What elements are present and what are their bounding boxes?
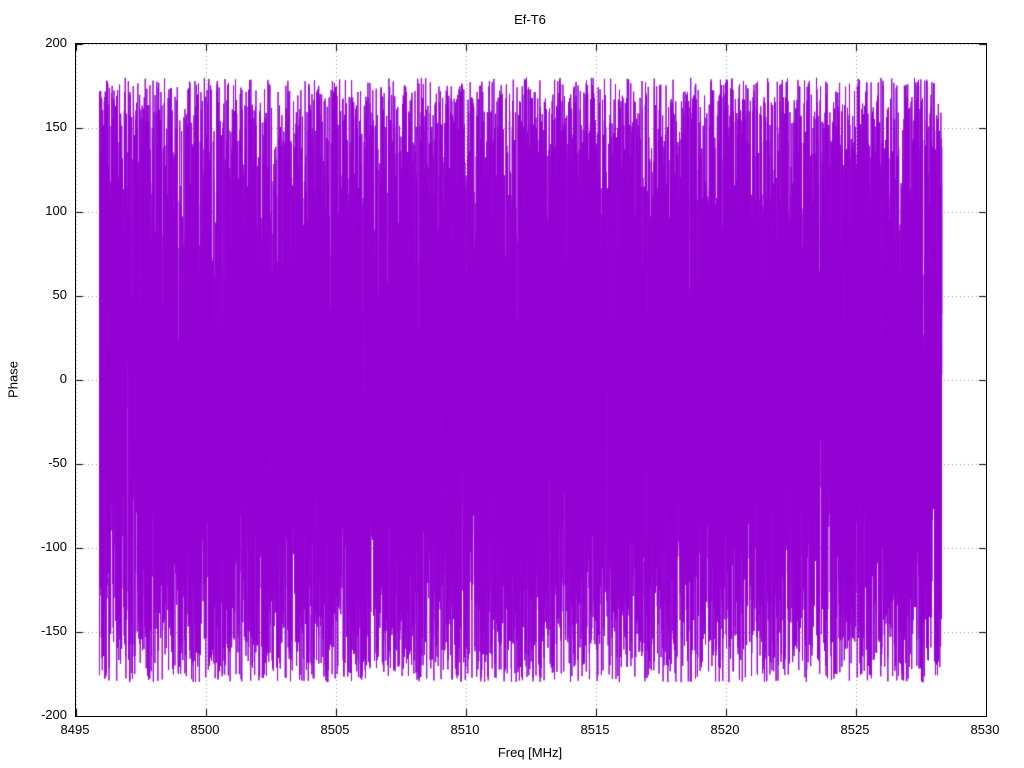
y-tick-label: 0 <box>59 371 67 386</box>
x-tick-label: 8510 <box>450 722 480 737</box>
y-tick-label: 50 <box>52 287 67 302</box>
plot-area <box>75 43 987 717</box>
x-axis-label: Freq [MHz] <box>497 745 563 760</box>
y-tick-label: -200 <box>40 707 67 722</box>
y-tick-label: 200 <box>45 35 67 50</box>
chart-title: Ef-T6 <box>514 12 546 27</box>
x-tick-label: 8495 <box>60 722 90 737</box>
x-tick-label: 8505 <box>320 722 350 737</box>
y-axis-label: Phase <box>5 361 21 398</box>
y-tick-label: 100 <box>45 203 67 218</box>
x-tick-label: 8500 <box>190 722 220 737</box>
x-tick-label: 8525 <box>840 722 870 737</box>
x-tick-label: 8530 <box>970 722 1000 737</box>
y-tick-label: 150 <box>45 119 67 134</box>
y-tick-label: -150 <box>40 623 67 638</box>
x-tick-label: 8520 <box>710 722 740 737</box>
y-tick-label: -50 <box>48 455 67 470</box>
y-tick-label: -100 <box>40 539 67 554</box>
x-tick-label: 8515 <box>580 722 610 737</box>
